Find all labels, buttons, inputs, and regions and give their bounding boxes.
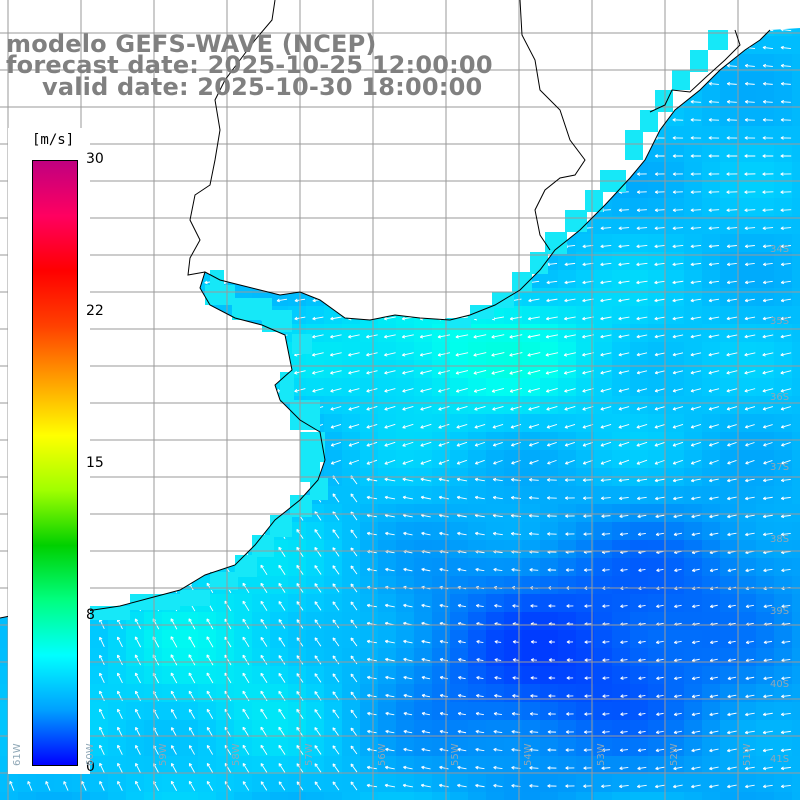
- lon-label: 58W: [231, 743, 242, 766]
- lon-label: 55W: [450, 743, 461, 766]
- colorbar-tick-22: 22: [86, 303, 104, 319]
- colorbar-tick-8: 8: [86, 607, 95, 623]
- forecast-date: forecast date: 2025-10-25 12:00:00: [6, 51, 493, 79]
- lat-label: 39S: [770, 606, 790, 617]
- lat-label: 37S: [770, 462, 790, 473]
- lon-label: 60W: [85, 743, 96, 766]
- lat-label: 34S: [770, 244, 790, 255]
- valid-date: valid date: 2025-10-30 18:00:00: [42, 73, 483, 101]
- colorbar-tick-30: 30: [86, 151, 104, 167]
- colorbar-tick-15: 15: [86, 455, 104, 471]
- lon-label: 56W: [377, 743, 388, 766]
- lon-label: 51W: [742, 743, 753, 766]
- lon-label: 53W: [596, 743, 607, 766]
- lat-label: 41S: [770, 754, 790, 765]
- colorbar-tick-0: 0: [86, 759, 95, 775]
- lat-label: 36S: [770, 392, 790, 403]
- lat-label: 35S: [770, 316, 790, 327]
- colorbar-unit: [m/s]: [32, 132, 75, 148]
- land-mass: [0, 0, 800, 618]
- lon-label: 54W: [523, 743, 534, 766]
- lon-label: 52W: [669, 743, 680, 766]
- lon-label: 57W: [304, 743, 315, 766]
- model-title: modelo GEFS-WAVE (NCEP): [6, 30, 377, 58]
- lat-label: 40S: [770, 679, 790, 690]
- colorbar-gradient: [32, 160, 78, 766]
- lat-label: 38S: [770, 534, 790, 545]
- lon-label: 59W: [158, 743, 169, 766]
- lon-label: 61W: [12, 743, 23, 766]
- colorbar: [m/s] 30 22 15 8 0: [8, 128, 104, 774]
- coastline: [0, 0, 771, 619]
